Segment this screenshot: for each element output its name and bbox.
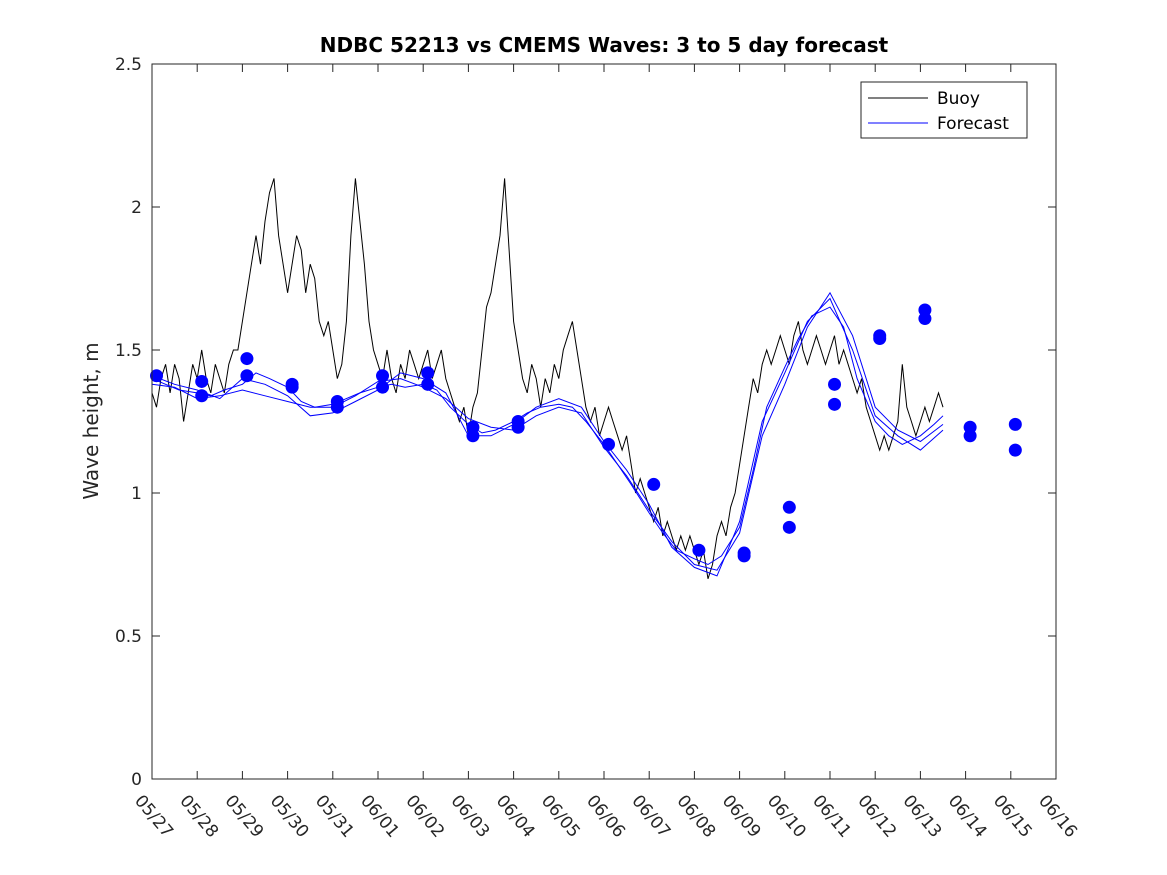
forecast-marker	[150, 369, 164, 383]
forecast-marker	[737, 549, 751, 563]
forecast-marker	[828, 377, 842, 391]
forecast-marker	[782, 520, 796, 534]
forecast-marker	[647, 477, 661, 491]
chart-title: NDBC 52213 vs CMEMS Waves: 3 to 5 day fo…	[320, 33, 889, 57]
forecast-marker	[828, 397, 842, 411]
forecast-marker	[692, 543, 706, 557]
buoy-series-line	[151, 178, 944, 579]
forecast-marker	[421, 366, 435, 380]
forecast-marker	[240, 352, 254, 366]
y-tick-label: 0.5	[115, 627, 142, 647]
legend: Buoy Forecast	[860, 81, 1028, 139]
forecast-marker	[1008, 417, 1022, 431]
forecast-marker	[195, 374, 209, 388]
forecast-marker	[1008, 443, 1022, 457]
forecast-marker	[782, 500, 796, 514]
forecast-marker	[195, 389, 209, 403]
forecast-marker	[376, 369, 390, 383]
y-tick-label: 2	[131, 198, 142, 218]
legend-box	[860, 81, 1028, 139]
forecast-marker	[421, 377, 435, 391]
forecast-marker	[511, 420, 525, 434]
forecast-marker	[285, 380, 299, 394]
forecast-marker	[602, 437, 616, 451]
y-tick-label: 1	[131, 484, 142, 504]
y-tick-label: 1.5	[115, 341, 142, 361]
forecast-series-line	[151, 291, 944, 571]
forecast-marker	[873, 332, 887, 346]
forecast-marker	[240, 369, 254, 383]
forecast-series-line	[151, 297, 944, 577]
forecast-marker	[466, 429, 480, 443]
forecast-marker	[330, 400, 344, 414]
y-tick-label: 2.5	[115, 55, 142, 75]
y-tick-label: 0	[131, 770, 142, 790]
forecast-marker	[918, 312, 932, 326]
y-axis-label: Wave height, m	[79, 342, 103, 499]
forecast-marker	[963, 429, 977, 443]
legend-buoy-label: Buoy	[937, 89, 980, 109]
legend-forecast-label: Forecast	[937, 114, 1009, 134]
plot-area	[150, 178, 1022, 579]
forecast-marker	[376, 380, 390, 394]
